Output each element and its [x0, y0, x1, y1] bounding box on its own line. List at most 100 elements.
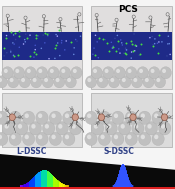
Point: [46, 34, 49, 37]
Text: PCS: PCS: [118, 5, 138, 14]
Point: [60, 41, 63, 44]
Circle shape: [125, 132, 137, 146]
Point: [29, 34, 31, 37]
Point: [43, 41, 46, 44]
Circle shape: [137, 67, 148, 79]
Point: [79, 35, 82, 38]
Point: [132, 50, 135, 53]
Circle shape: [19, 76, 30, 88]
Circle shape: [94, 124, 98, 129]
Point: [13, 55, 16, 58]
Point: [14, 38, 17, 41]
Point: [116, 34, 119, 37]
Circle shape: [154, 135, 158, 139]
Circle shape: [43, 122, 55, 135]
Circle shape: [54, 76, 65, 88]
Point: [139, 43, 142, 46]
Circle shape: [141, 113, 145, 118]
Circle shape: [2, 122, 15, 135]
Point: [93, 47, 95, 50]
Circle shape: [133, 78, 137, 82]
Circle shape: [156, 78, 160, 82]
Point: [92, 53, 94, 56]
Circle shape: [145, 78, 149, 82]
Circle shape: [141, 135, 145, 139]
Circle shape: [160, 67, 171, 79]
Point: [72, 53, 75, 56]
Point: [18, 46, 21, 49]
Circle shape: [114, 113, 118, 118]
Circle shape: [125, 111, 137, 124]
Point: [17, 35, 20, 38]
Circle shape: [154, 76, 166, 88]
Circle shape: [139, 132, 151, 146]
Point: [94, 34, 97, 37]
Text: L-DSSC: L-DSSC: [16, 147, 47, 156]
Circle shape: [16, 122, 28, 135]
Point: [33, 51, 36, 54]
Circle shape: [10, 78, 13, 82]
Point: [124, 52, 127, 55]
Circle shape: [114, 67, 125, 79]
Circle shape: [108, 76, 120, 88]
Point: [47, 32, 50, 35]
Circle shape: [67, 78, 71, 82]
Point: [45, 33, 48, 36]
Point: [12, 54, 15, 57]
Circle shape: [29, 122, 41, 135]
Point: [134, 44, 136, 47]
Circle shape: [161, 124, 165, 129]
Circle shape: [31, 124, 36, 129]
Circle shape: [85, 132, 97, 146]
Point: [167, 35, 170, 38]
Circle shape: [5, 124, 9, 129]
Circle shape: [65, 113, 69, 118]
Point: [13, 31, 16, 34]
Circle shape: [159, 122, 171, 135]
Circle shape: [38, 69, 42, 73]
Circle shape: [100, 135, 105, 139]
Point: [9, 31, 12, 34]
Circle shape: [147, 124, 152, 129]
Point: [117, 47, 120, 50]
Point: [76, 40, 78, 43]
Point: [125, 42, 128, 45]
Point: [22, 43, 25, 46]
Circle shape: [120, 76, 131, 88]
Point: [131, 42, 134, 45]
Bar: [91, 93, 172, 147]
Point: [96, 40, 99, 43]
Point: [125, 48, 128, 51]
Point: [58, 29, 60, 32]
Circle shape: [98, 114, 105, 121]
Circle shape: [42, 76, 53, 88]
Circle shape: [63, 132, 75, 146]
Circle shape: [103, 67, 114, 79]
Point: [132, 43, 135, 46]
Point: [120, 41, 123, 44]
Point: [24, 40, 27, 43]
Point: [104, 38, 107, 41]
Circle shape: [143, 76, 154, 88]
Circle shape: [100, 113, 105, 118]
Point: [55, 44, 58, 47]
Point: [112, 45, 114, 48]
Point: [156, 51, 159, 54]
Circle shape: [92, 122, 104, 135]
Point: [166, 42, 169, 45]
Point: [153, 37, 156, 40]
Bar: [91, 32, 172, 60]
Circle shape: [56, 122, 68, 135]
Point: [152, 45, 155, 48]
Point: [74, 38, 77, 41]
Point: [125, 53, 128, 56]
Point: [34, 33, 37, 36]
Point: [119, 38, 122, 41]
Circle shape: [139, 111, 151, 124]
Circle shape: [132, 122, 144, 135]
Circle shape: [18, 124, 22, 129]
Point: [5, 34, 8, 37]
Point: [58, 54, 61, 57]
Circle shape: [22, 111, 35, 124]
Bar: [91, 6, 172, 89]
